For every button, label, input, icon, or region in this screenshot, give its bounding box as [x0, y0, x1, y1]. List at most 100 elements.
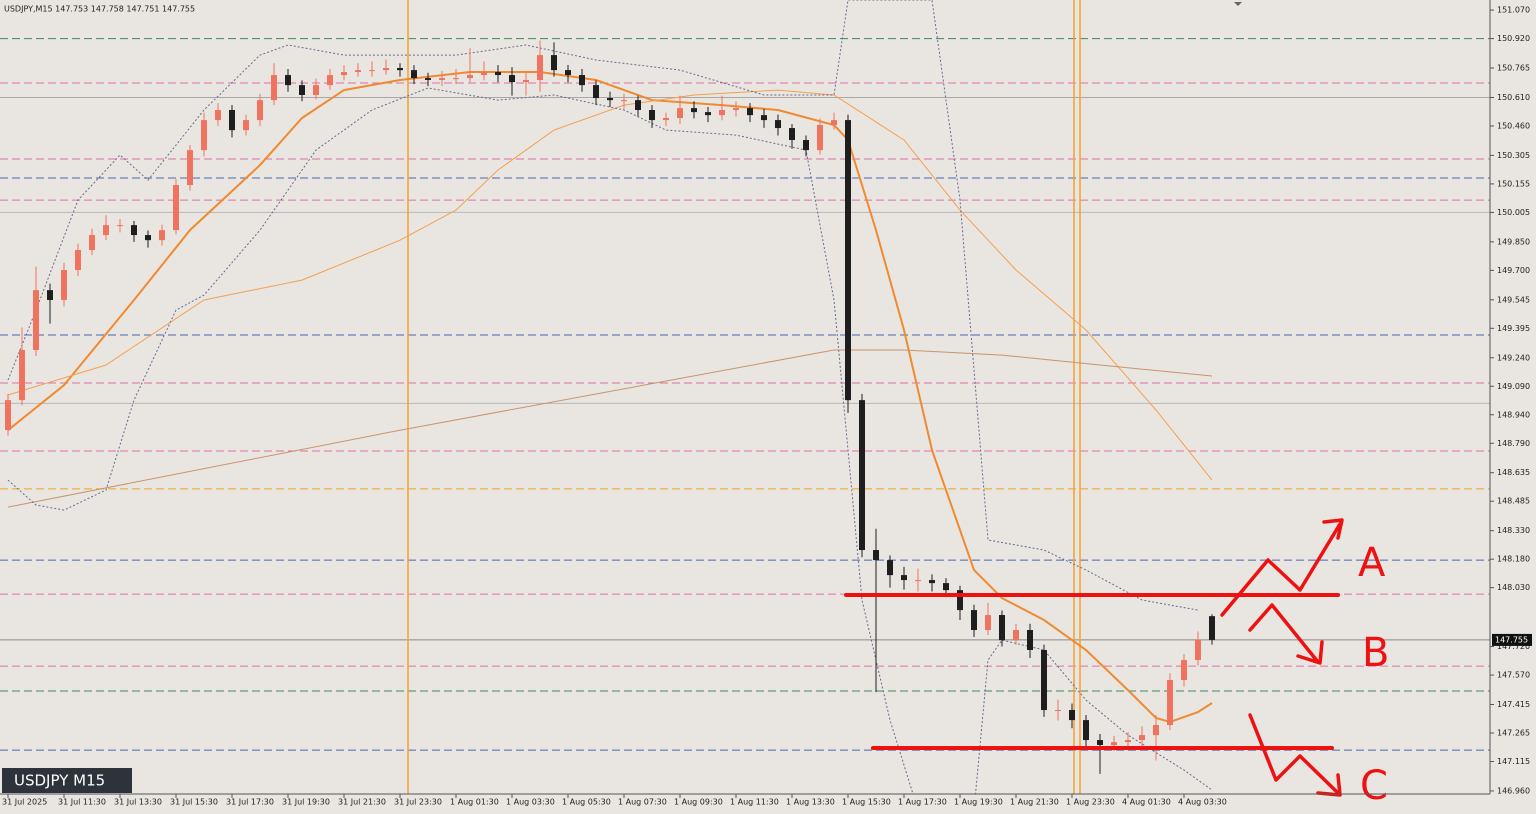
candle-body [551, 55, 557, 71]
x-tick-label: 1 Aug 21:30 [1010, 798, 1059, 807]
candle-body [173, 185, 179, 231]
candle-body [355, 70, 361, 73]
candle-body [33, 290, 39, 350]
candle-body [467, 75, 473, 79]
y-tick-label: 150.305 [1497, 151, 1530, 160]
y-tick-label: 148.180 [1497, 555, 1530, 564]
overlays [7, 0, 1213, 794]
candle-body [873, 550, 879, 561]
candle-body [579, 75, 585, 86]
annotation: B [1362, 630, 1389, 676]
candle-body [117, 225, 123, 227]
y-tick-label: 147.570 [1497, 671, 1530, 680]
indicator-line [7, 0, 1199, 611]
x-tick-label: 31 Jul 11:30 [58, 798, 106, 807]
x-tick-label: 1 Aug 05:30 [562, 798, 611, 807]
candle-body [943, 583, 949, 591]
y-tick-label: 150.765 [1497, 64, 1530, 73]
candle-body [887, 560, 893, 576]
x-tick-label: 31 Jul 19:30 [282, 798, 330, 807]
candle-body [845, 120, 851, 401]
annotation: C [1360, 763, 1388, 809]
indicator-line [7, 89, 1213, 481]
arrow-head [1322, 518, 1344, 540]
candle-body [369, 70, 375, 72]
annotation: A [1358, 540, 1386, 586]
candle-body [789, 128, 795, 141]
x-tick-label: 31 Jul 15:30 [170, 798, 218, 807]
candle-body [341, 72, 347, 76]
candle-body [257, 100, 263, 121]
indicator-line [7, 349, 1213, 508]
candle-body [103, 225, 109, 236]
candle-body [775, 120, 781, 129]
candle-body [747, 108, 753, 116]
x-tick-label: 1 Aug 07:30 [618, 798, 667, 807]
y-tick-label: 148.635 [1497, 468, 1530, 477]
candle-body [1111, 742, 1117, 745]
candle-body [1041, 649, 1047, 711]
indicator-line [7, 71, 1213, 724]
x-tick-label: 1 Aug 23:30 [1066, 798, 1115, 807]
candle-body [915, 580, 921, 582]
x-tick-label: 4 Aug 01:30 [1122, 798, 1171, 807]
candle-body [677, 108, 683, 118]
candle-body [159, 230, 165, 241]
candle-body [985, 615, 991, 631]
y-tick-label: 147.720 [1497, 642, 1530, 651]
candle-body [201, 120, 207, 151]
x-tick-label: 1 Aug 11:30 [730, 798, 779, 807]
candle-body [1209, 616, 1215, 640]
levels [0, 38, 1490, 751]
watermark-box [2, 768, 132, 793]
candle-body [313, 85, 319, 95]
candle-body [327, 75, 333, 86]
candle-body [397, 68, 403, 71]
candle-body [649, 110, 655, 121]
x-tick-label: 31 Jul 17:30 [226, 798, 274, 807]
watermark: USDJPY M15 [14, 772, 105, 790]
candle-body [523, 79, 529, 83]
x-tick-label: 1 Aug 17:30 [898, 798, 947, 807]
x-tick-label: 31 Jul 21:30 [338, 798, 386, 807]
y-tick-label: 149.395 [1497, 324, 1530, 333]
candle-body [705, 112, 711, 116]
candles [5, 40, 1215, 774]
candle-body [271, 75, 277, 101]
arrow-a [1220, 522, 1342, 617]
candle-body [1167, 680, 1173, 726]
drawings [844, 518, 1344, 797]
candle-body [929, 580, 935, 584]
y-tick-label: 148.030 [1497, 583, 1530, 592]
candle-body [425, 78, 431, 80]
candle-body [495, 72, 501, 76]
y-tick-label: 148.330 [1497, 526, 1530, 535]
candle-body [593, 85, 599, 99]
candle-body [215, 110, 221, 121]
candle-body [621, 100, 627, 102]
candle-body [439, 78, 445, 80]
candle-body [859, 400, 865, 551]
candle-body [831, 120, 837, 126]
candle-body [285, 75, 291, 86]
y-tick-label: 150.005 [1497, 208, 1530, 217]
y-tick-label: 150.155 [1497, 179, 1530, 188]
candle-body [1083, 720, 1089, 741]
candle-body [1125, 740, 1131, 743]
x-tick-label: 1 Aug 15:30 [842, 798, 891, 807]
candle-body [1153, 725, 1159, 736]
last-price-box [1492, 633, 1532, 646]
candle-body [719, 110, 725, 116]
candle-body [47, 290, 53, 301]
candle-body [733, 108, 739, 111]
y-tick-label: 150.460 [1497, 121, 1530, 130]
candle-body [5, 400, 11, 430]
arrow-head [1296, 640, 1324, 665]
shift-marker [1234, 2, 1242, 6]
y-tick-label: 148.790 [1497, 439, 1530, 448]
arrow-b [1248, 603, 1320, 664]
y-tick-label: 148.940 [1497, 410, 1530, 419]
arrow-c [1248, 713, 1340, 795]
candle-body [411, 70, 417, 79]
